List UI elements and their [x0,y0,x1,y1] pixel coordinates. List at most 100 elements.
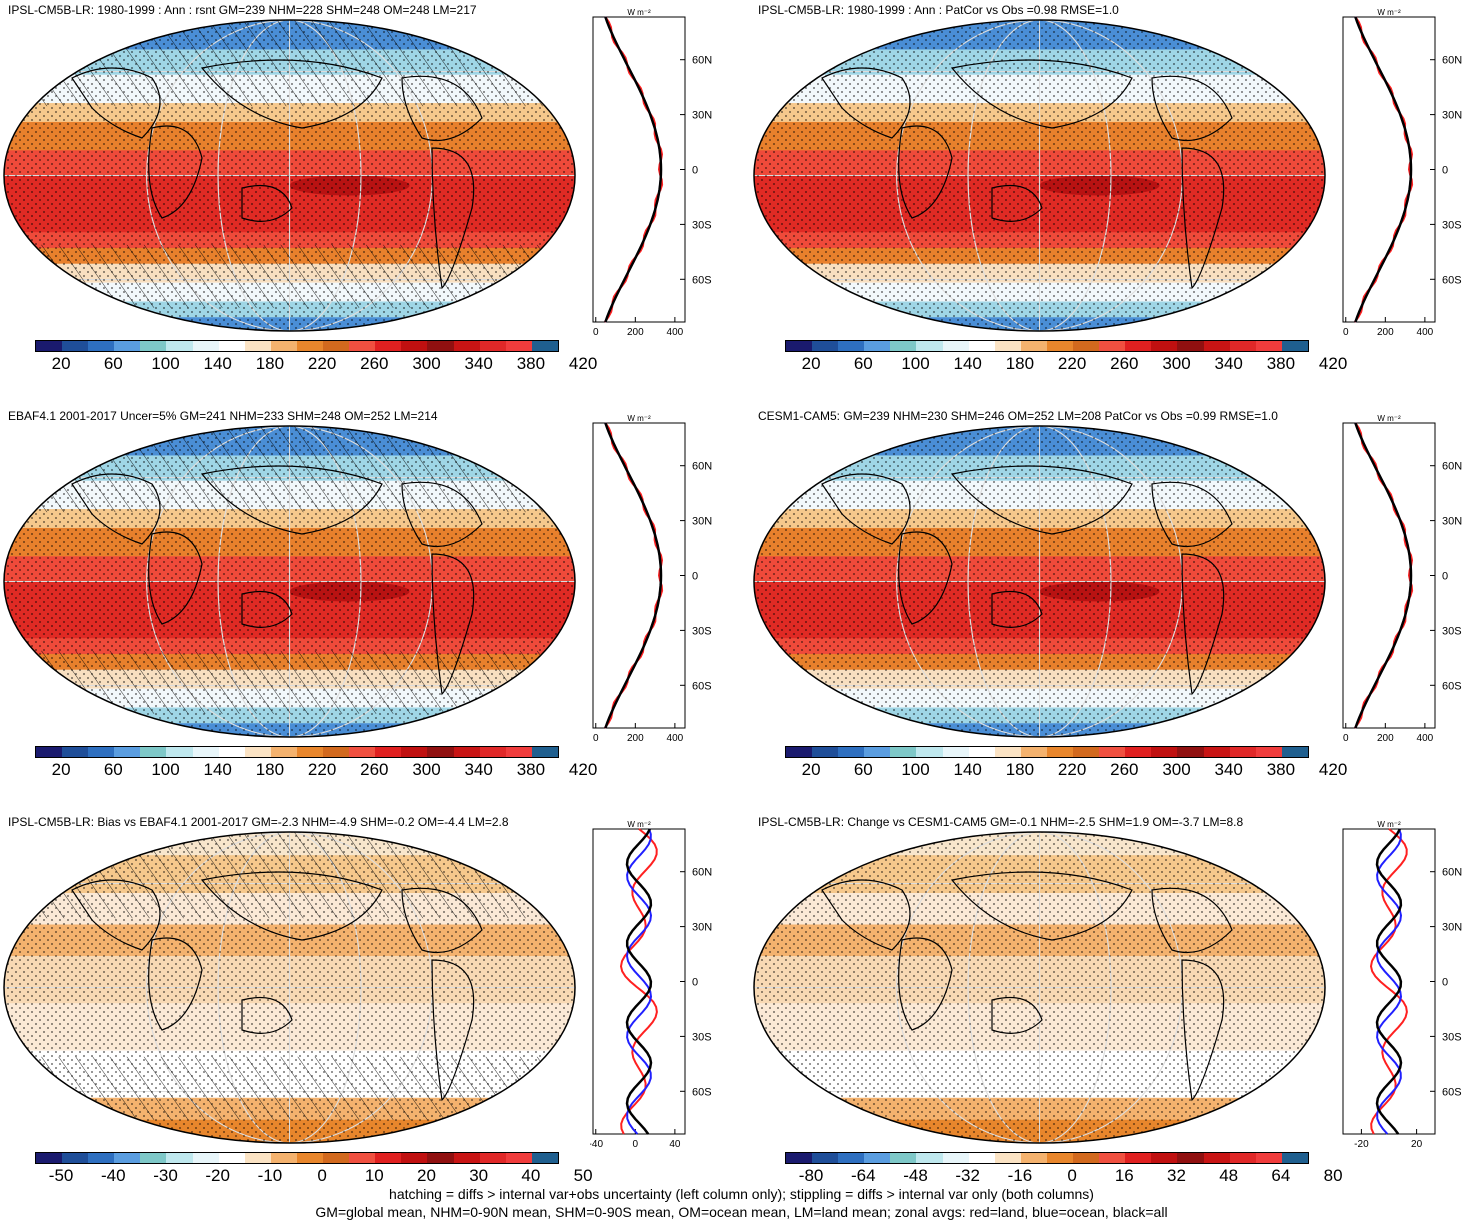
coastline [241,590,293,628]
colorbar-swatch [114,1153,141,1163]
hatch-overlay [4,650,575,714]
lat-tick-label: 60S [1442,274,1462,286]
colorbar [35,746,559,758]
colorbar-swatch [401,747,428,757]
x-tick-label: 40 [669,1139,681,1150]
lat-tick-label: 60S [692,680,712,692]
lat-tick-label: 30S [1442,625,1462,637]
colorbar-label: 180 [255,760,285,779]
x-tick-label: -20 [1354,1139,1369,1150]
colorbar-label: 340 [1214,760,1243,779]
panel-title: IPSL-CM5B-LR: Bias vs EBAF4.1 2001-2017 … [8,815,509,829]
colorbar-swatch [1020,1153,1047,1163]
colorbar-label: 380 [516,760,546,779]
coastline [1151,887,1233,954]
hatch-overlay [4,1056,575,1120]
coastline [401,75,483,142]
coastline [200,59,383,129]
map-border [3,425,576,738]
colorbar-label: 220 [1057,760,1087,779]
colorbar-swatch [1255,747,1282,757]
colorbar-swatch [375,747,402,757]
colorbar-label: -16 [1007,1166,1033,1185]
lat-tick-label: 30N [1442,110,1462,122]
zonal-mean-plot: W m⁻² 60N 30N 0 30S 60S 0 200 400 [592,8,712,338]
x-tick-label: 0 [593,733,599,744]
colorbar-label: 180 [255,354,285,373]
x-tick-label: 400 [1417,733,1434,744]
colorbar-swatch [166,341,193,351]
panel-title: IPSL-CM5B-LR: 1980-1999 : Ann : PatCor v… [758,3,1119,17]
map-border [753,425,1326,738]
colorbar-label: 10 [364,1166,384,1185]
colorbar [785,746,1309,758]
footer-line-2: GM=global mean, NHM=0-90N mean, SHM=0-90… [315,1204,1168,1220]
colorbar-label: -30 [153,1166,178,1185]
colorbar-label: 16 [1114,1166,1134,1185]
colorbar-swatch [1255,1153,1282,1163]
colorbar-label: 140 [203,354,232,373]
lat-tick-label: 0 [692,165,698,177]
colorbar-label: 100 [151,354,180,373]
colorbar-label: 32 [1167,1166,1186,1185]
colorbar-swatch [1125,747,1152,757]
colorbar-swatch [349,747,376,757]
lat-tick-label: 0 [1442,977,1448,989]
colorbar-label: 420 [568,760,598,779]
zonal-frame [592,16,686,323]
colorbar-label: 100 [901,354,930,373]
colorbar-swatch [1099,341,1126,351]
colorbar-swatch [1073,747,1100,757]
x-tick-label: 0 [593,327,599,338]
colorbar-swatch [296,341,324,351]
coastline [1181,959,1225,1102]
colorbar-label: 300 [1162,354,1191,373]
colorbar-swatch [296,1153,324,1163]
colorbar-swatch [1203,1153,1230,1163]
colorbar-label: 300 [1162,760,1191,779]
colorbar-label: 300 [412,760,441,779]
colorbar-swatch [1229,1153,1256,1163]
colorbar-label: 380 [516,354,546,373]
colorbar [785,1152,1309,1164]
coastline [401,887,483,954]
colorbar-swatch [942,341,969,351]
zonal-mean-plot: W m⁻² 60N 30N 0 30S 60S 0 200 400 [592,414,712,744]
x-tick-label: 400 [1417,327,1434,338]
colorbar-label: 340 [1214,354,1243,373]
colorbar-label: 80 [1323,1166,1343,1185]
zonal-mean-plot: W m⁻² 60N 30N 0 30S 60S 0 200 400 [1342,414,1462,744]
coastline [148,125,203,219]
colorbar-swatch [1281,341,1308,351]
zonal-frame [1342,828,1436,1135]
colorbar-swatch [375,1153,402,1163]
lat-tick-label: 0 [692,571,698,583]
lat-tick-label: 0 [1442,571,1448,583]
colorbar-swatch [1203,341,1230,351]
lat-tick-label: 60N [692,867,712,879]
colorbar-swatch [968,747,995,757]
colorbar-swatch [1229,341,1256,351]
colorbar-swatch [1020,747,1047,757]
colorbar-swatch [270,747,297,757]
colorbar-label: 180 [1005,354,1035,373]
ocean-curve [1375,828,1403,1135]
lat-tick-label: 30S [1442,1031,1462,1043]
colorbar-swatch [916,1153,943,1163]
colorbar-label: 220 [307,354,337,373]
all-curve [1354,422,1413,729]
lat-tick-label: 0 [1442,165,1448,177]
all-curve [604,422,663,729]
zonal-frame [1342,422,1436,729]
colorbar-swatch [1255,341,1282,351]
colorbar-swatch [62,1153,89,1163]
map-projection [753,19,1326,332]
colorbar-swatch [1281,1153,1308,1163]
coastline [950,59,1133,129]
colorbar-label: 300 [412,354,441,373]
colorbar-swatch [864,341,891,351]
zonal-unit: W m⁻² [627,8,651,17]
lat-tick-label: 60S [1442,680,1462,692]
colorbar-swatch [838,341,865,351]
colorbar-swatch [1073,1153,1100,1163]
